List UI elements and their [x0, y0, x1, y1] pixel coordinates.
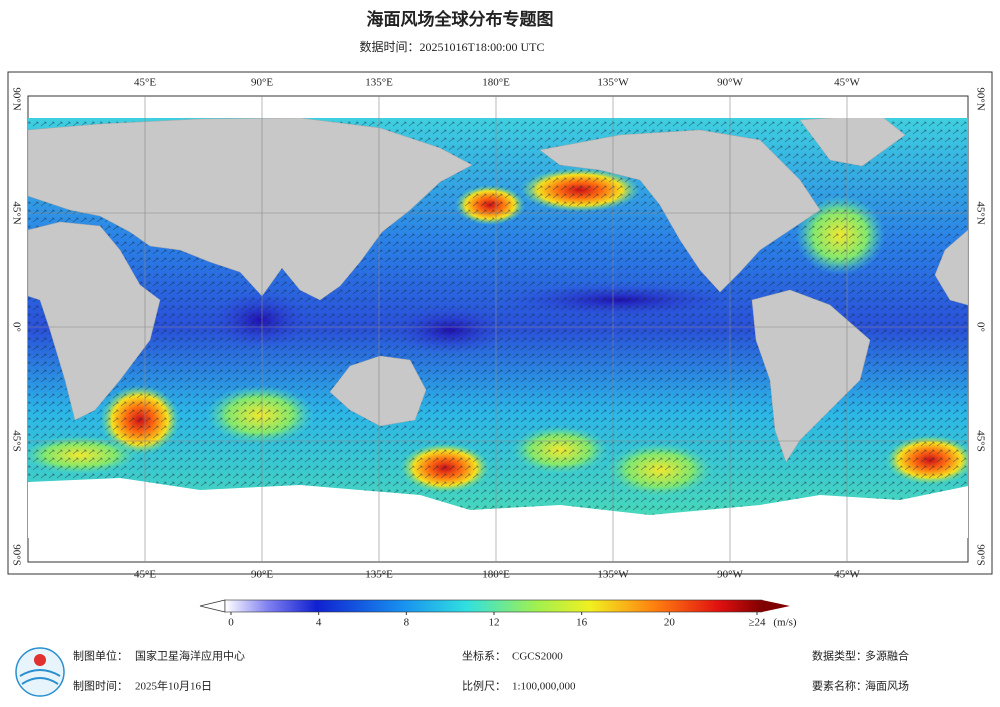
- colorbar-tick-label: 16: [576, 617, 588, 629]
- footer-label: 制图时间：: [73, 680, 128, 693]
- footer-value: 1:100,000,000: [512, 681, 576, 693]
- footer-value: 多源融合: [865, 649, 909, 663]
- footer-label: 要素名称：: [812, 679, 867, 693]
- colorbar-tick-label: 0: [228, 617, 234, 629]
- outer-frame: [7, 71, 993, 575]
- lon-label-top: 45°E: [134, 77, 156, 89]
- wind-field: [28, 118, 968, 538]
- lon-label-bottom: 135°W: [597, 569, 629, 581]
- lat-label-right: 45°S: [974, 430, 986, 452]
- lon-label-top: 135°E: [365, 77, 393, 89]
- lat-label-left: 45°N: [10, 201, 22, 224]
- footer-value: 海面风场: [865, 679, 909, 693]
- lon-label-bottom: 135°E: [365, 569, 393, 581]
- lat-label-right: 90°N: [974, 87, 986, 110]
- lat-label-right: 45°N: [974, 201, 986, 224]
- colorbar: [199, 599, 790, 613]
- title: 海面风场全球分布专题图: [367, 9, 554, 30]
- footer-value: CGCS2000: [512, 651, 563, 663]
- colorbar-tick-label: 4: [316, 617, 322, 629]
- lat-label-left: 45°S: [10, 430, 22, 452]
- logo: [15, 647, 65, 697]
- lon-label-bottom: 90°W: [717, 569, 743, 581]
- colorbar-tick-label: ≥24: [748, 617, 766, 629]
- footer-label: 比例尺：: [462, 679, 506, 693]
- lon-label-top: 90°E: [251, 77, 273, 89]
- lon-label-bottom: 45°W: [834, 569, 860, 581]
- colorbar-unit: (m/s): [773, 617, 797, 629]
- lon-label-top: 90°W: [717, 77, 743, 89]
- lon-label-top: 180°E: [482, 77, 510, 89]
- lat-label-right: 90°S: [974, 544, 986, 566]
- lat-label-left: 90°S: [10, 544, 22, 566]
- lon-label-top: 135°W: [597, 77, 629, 89]
- lat-label-left: 90°N: [10, 87, 22, 110]
- footer-value: 2025年10月16日: [135, 679, 212, 693]
- footer-label: 坐标系：: [462, 649, 506, 663]
- colorbar-tick-label: 20: [664, 617, 676, 629]
- colorbar-tick-label: 12: [489, 617, 500, 629]
- footer-value: 国家卫星海洋应用中心: [135, 649, 245, 663]
- colorbar-tick-label: 8: [404, 617, 410, 629]
- footer-label: 制图单位：: [73, 649, 128, 663]
- lon-label-top: 45°W: [834, 77, 860, 89]
- lon-label-bottom: 180°E: [482, 569, 510, 581]
- lon-label-bottom: 90°E: [251, 569, 273, 581]
- lon-label-bottom: 45°E: [134, 569, 156, 581]
- graticule: [28, 96, 968, 562]
- lat-label-right: 0°: [974, 322, 986, 332]
- subtitle: 数据时间：20251016T18:00:00 UTC: [360, 39, 545, 54]
- lat-label-left: 0°: [10, 322, 22, 332]
- footer-label: 数据类型：: [812, 649, 867, 663]
